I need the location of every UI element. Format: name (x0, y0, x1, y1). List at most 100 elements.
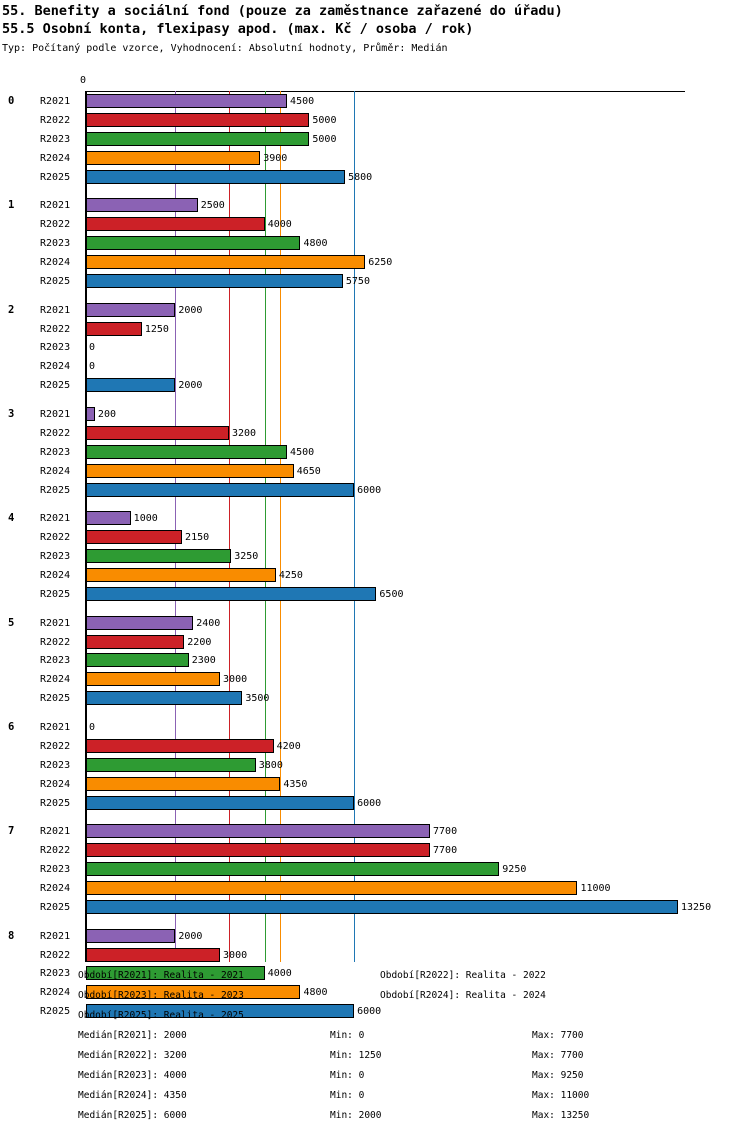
bar-value-label: 0 (89, 721, 96, 733)
bar-row-series-label: R2022 (40, 532, 71, 544)
chart-legend: Období[R2021]: Realita - 2021 Období[R202… (0, 966, 750, 1136)
chart-plot-area: 0 0 R2021 4500 R2022 5000 R2023 5000 R2024 3900 R… (0, 74, 750, 1019)
bar[interactable] (86, 273, 343, 288)
bar[interactable] (86, 482, 355, 497)
bar[interactable] (86, 795, 355, 810)
bar[interactable] (86, 302, 176, 317)
bar-row: R2021 200 (0, 405, 750, 424)
bar[interactable] (86, 928, 176, 943)
bar-value-label: 1250 (144, 323, 169, 335)
bar-row-series-label: R2022 (40, 845, 71, 857)
bar-value-label: 2000 (178, 930, 203, 942)
bar-value-label: 2000 (178, 380, 203, 392)
bar-row: R2023 3250 (0, 547, 750, 566)
bar-row: R2021 2500 (0, 196, 750, 215)
bar[interactable] (86, 843, 431, 858)
bar-value-label: 200 (97, 408, 116, 420)
bar[interactable] (86, 757, 256, 772)
bar[interactable] (86, 255, 366, 270)
bar-value-label: 5000 (312, 133, 337, 145)
bar-value-label: 3900 (263, 152, 288, 164)
bar-row-series-label: R2025 (40, 797, 71, 809)
bar-row: R2025 5750 (0, 272, 750, 291)
bar[interactable] (86, 198, 198, 213)
bar-row: R2023 4000 (0, 964, 750, 983)
bar[interactable] (86, 966, 265, 981)
bar-row: R2023 0 (0, 338, 750, 357)
bar[interactable] (86, 653, 189, 668)
bar[interactable] (86, 985, 301, 1000)
bar[interactable] (86, 586, 377, 601)
bar[interactable] (86, 880, 578, 895)
bar-row-series-label: R2025 (40, 484, 71, 496)
bar[interactable] (86, 672, 221, 687)
bar[interactable] (86, 862, 500, 877)
bar-value-label: 4000 (267, 968, 292, 980)
bar-row: R2025 2000 (0, 376, 750, 395)
bar[interactable] (86, 406, 95, 421)
bar-value-label: 0 (89, 342, 96, 354)
legend-min-value: Min: 0 (330, 1070, 365, 1081)
bar[interactable] (86, 824, 431, 839)
group-index-label: 4 (8, 512, 15, 525)
bar-row-series-label: R2024 (40, 361, 71, 373)
legend-period-row: Období[R2023]: Realita - 2023 Období[R202… (0, 986, 750, 1006)
bar-row: R2024 3900 (0, 149, 750, 168)
bar-value-label: 6500 (379, 588, 404, 600)
bar[interactable] (86, 112, 310, 127)
legend-median-value: Medián[R2021]: 2000 (78, 1030, 187, 1041)
header-block: 55. Benefity a sociální fond (pouze za z… (2, 2, 748, 57)
bar[interactable] (86, 615, 194, 630)
bar[interactable] (86, 1004, 355, 1019)
bar-value-label: 4500 (290, 446, 315, 458)
group-index-label: 5 (8, 616, 15, 629)
bar[interactable] (86, 549, 232, 564)
bar-row: R2024 4650 (0, 462, 750, 481)
bar[interactable] (86, 568, 276, 582)
legend-period-label: Období[R2021]: Realita - 2021 (78, 970, 244, 981)
bar[interactable] (86, 236, 301, 251)
bar-value-label: 7700 (433, 826, 458, 838)
bar[interactable] (86, 899, 678, 914)
bar-value-label: 7700 (433, 845, 458, 857)
legend-stat-row: Medián[R2021]: 2000 Min: 0 Max: 7700 (0, 1026, 750, 1046)
bar-row-series-label: R2021 (40, 96, 71, 107)
bar[interactable] (86, 947, 221, 962)
bar[interactable] (86, 634, 185, 649)
bar-row-series-label: R2024 (40, 674, 71, 686)
bar[interactable] (86, 131, 310, 146)
bar-row-series-label: R2022 (40, 740, 71, 752)
bar-row: R2024 6250 (0, 253, 750, 272)
bar[interactable] (86, 94, 288, 108)
legend-period-row: Období[R2021]: Realita - 2021 Období[R202… (0, 966, 750, 986)
bar[interactable] (86, 321, 142, 336)
bar-row-series-label: R2024 (40, 882, 71, 894)
bar-value-label: 5000 (312, 114, 337, 126)
bar[interactable] (86, 169, 346, 184)
bar-row-series-label: R2024 (40, 257, 71, 269)
bar-row-series-label: R2023 (40, 238, 71, 250)
bar[interactable] (86, 378, 176, 393)
bar[interactable] (86, 217, 265, 232)
bar[interactable] (86, 444, 288, 459)
bar-value-label: 6250 (368, 257, 393, 269)
bar[interactable] (86, 511, 131, 526)
bar[interactable] (86, 463, 294, 478)
bar[interactable] (86, 776, 281, 791)
group-index-label: 8 (8, 929, 15, 942)
bar-value-label: 3200 (231, 427, 257, 439)
bar[interactable] (86, 150, 261, 165)
bar-row: R2021 0 (0, 718, 750, 737)
bar-row: R2021 2000 (0, 301, 750, 320)
bar-row-series-label: R2023 (40, 655, 71, 667)
bar[interactable] (86, 738, 274, 753)
bar-row: R2025 6000 (0, 1002, 750, 1021)
bar-row-series-label: R2022 (40, 636, 71, 648)
bar[interactable] (86, 530, 183, 545)
bar[interactable] (86, 691, 243, 706)
bar[interactable] (86, 425, 229, 440)
bar-row: R2024 4250 (0, 566, 750, 585)
bar-row-series-label: R2023 (40, 759, 71, 771)
bar-row: R2022 7700 (0, 841, 750, 860)
bar-row-series-label: R2021 (40, 617, 71, 629)
